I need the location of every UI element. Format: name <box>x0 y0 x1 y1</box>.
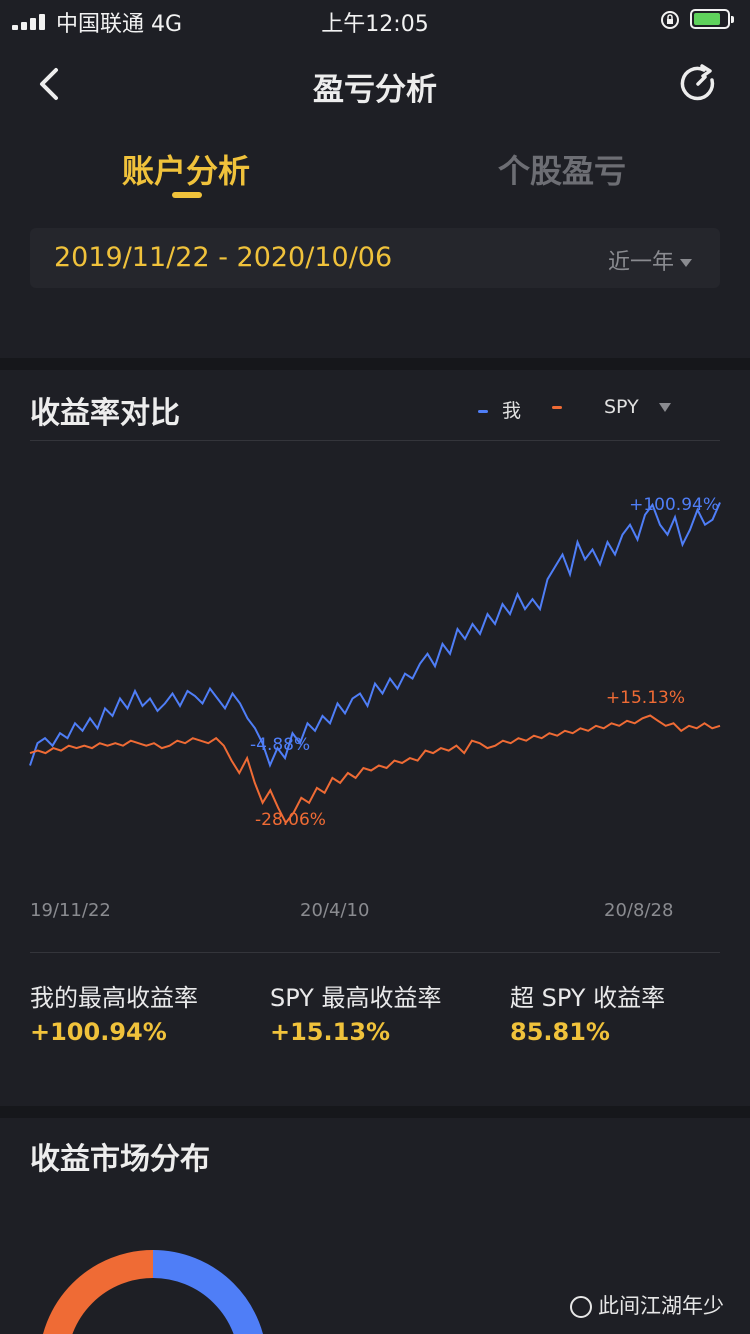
caret-down-icon <box>658 403 671 412</box>
legend-spy-label: SPY <box>604 396 639 418</box>
market-section-title: 收益市场分布 <box>30 1142 210 1177</box>
period-dropdown[interactable]: 近一年 <box>608 244 692 276</box>
chevron-left-icon[interactable] <box>34 64 70 104</box>
stat-my-max-value: +100.94% <box>30 1018 167 1046</box>
date-range-selector[interactable]: 2019/11/22 - 2020/10/06 近一年 <box>30 228 720 288</box>
legend-me: 我 <box>478 396 521 423</box>
legend-spy-dropdown[interactable]: SPY <box>552 396 671 418</box>
signal-icon <box>12 14 48 30</box>
period-label: 近一年 <box>607 250 674 275</box>
watermark: 此间江湖年少 <box>570 1290 724 1320</box>
weibo-icon <box>570 1296 592 1318</box>
page-title: 盈亏分析 <box>313 72 437 108</box>
clock: 上午12:05 <box>321 12 429 37</box>
stat-spy-max-value: +15.13% <box>270 1018 391 1046</box>
series-line-spy <box>29 714 721 825</box>
tab-account-analysis[interactable]: 账户分析 <box>122 152 251 190</box>
returns-section-title: 收益率对比 <box>30 396 180 431</box>
refresh-icon[interactable] <box>676 62 720 106</box>
date-range-value: 2019/11/22 - 2020/10/06 <box>54 242 393 273</box>
annotation-me-min: -4.88% <box>250 735 310 755</box>
donut-segment-blue <box>152 1250 263 1334</box>
stat-spy-max-label: SPY 最高收益率 <box>270 984 442 1012</box>
market-donut-chart <box>43 1250 263 1334</box>
stat-excess-label: 超 SPY 收益率 <box>510 984 666 1012</box>
section-divider <box>0 358 750 370</box>
section-divider <box>0 1106 750 1118</box>
tab-stock-pnl[interactable]: 个股盈亏 <box>498 152 627 190</box>
stat-my-max-label: 我的最高收益率 <box>30 984 198 1012</box>
chart-bottom-rule <box>30 952 720 953</box>
returns-line-chart: +100.94% +15.13% -4.88% -28.06% <box>29 495 721 830</box>
status-bar: 中国联通 4G 上午12:05 <box>0 0 750 40</box>
annotation-me-max: +100.94% <box>629 495 719 515</box>
annotation-spy-min: -28.06% <box>255 810 326 830</box>
x-tick-label: 20/4/10 <box>300 900 370 921</box>
battery-icon <box>690 9 734 29</box>
active-tab-indicator <box>172 192 202 198</box>
stat-excess-value: 85.81% <box>510 1018 610 1046</box>
carrier-label: 中国联通 4G <box>56 12 183 37</box>
legend-me-swatch <box>478 410 488 413</box>
x-tick-label: 20/8/28 <box>604 900 674 921</box>
annotation-spy-max: +15.13% <box>606 688 685 708</box>
legend-me-label: 我 <box>502 400 522 422</box>
series-line-me <box>29 502 721 768</box>
rotation-lock-icon <box>661 11 679 29</box>
donut-segment-orange <box>43 1250 154 1334</box>
chart-top-rule <box>30 440 720 441</box>
watermark-text: 此间江湖年少 <box>598 1294 724 1318</box>
caret-down-icon <box>680 259 692 267</box>
x-tick-label: 19/11/22 <box>30 900 111 921</box>
legend-spy-swatch <box>552 406 562 409</box>
